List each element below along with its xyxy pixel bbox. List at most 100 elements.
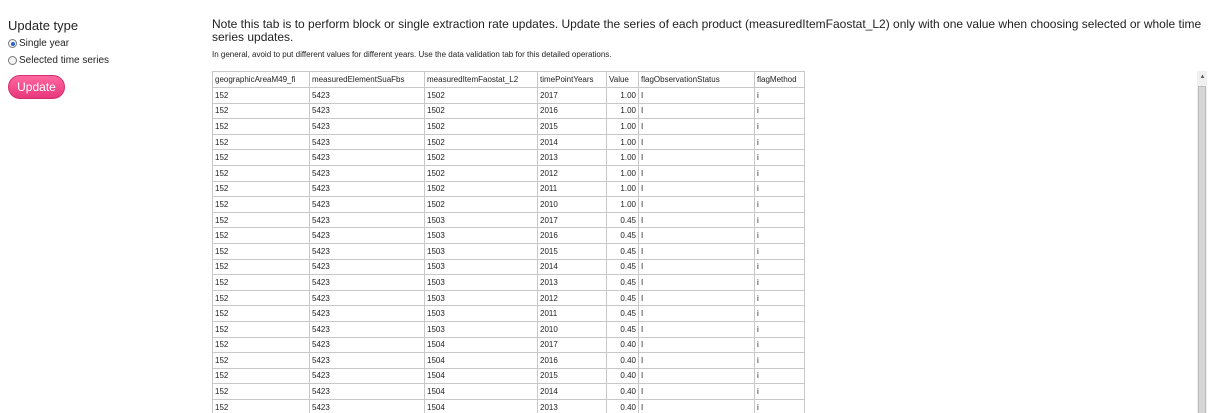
table-cell[interactable]: 1502 bbox=[424, 87, 538, 104]
table-cell[interactable]: 152 bbox=[212, 352, 310, 369]
table-cell[interactable]: 2015 bbox=[537, 367, 607, 385]
table-cell[interactable]: 152 bbox=[212, 398, 310, 413]
column-header[interactable]: Value bbox=[606, 71, 639, 88]
table-cell[interactable]: 5423 bbox=[309, 242, 425, 260]
table-cell[interactable]: I bbox=[638, 102, 755, 120]
table-cell[interactable]: i bbox=[754, 102, 805, 120]
table-cell[interactable]: 1503 bbox=[424, 289, 538, 307]
table-cell[interactable]: 1503 bbox=[424, 242, 538, 260]
table-cell[interactable]: 0.45 bbox=[606, 258, 639, 276]
table-cell[interactable]: 2014 bbox=[537, 383, 607, 400]
table-cell[interactable]: 2012 bbox=[537, 289, 607, 307]
table-cell[interactable]: I bbox=[638, 180, 755, 198]
table-cell[interactable]: 1504 bbox=[424, 336, 538, 354]
table-cell[interactable]: 1504 bbox=[424, 367, 538, 385]
table-cell[interactable]: 5423 bbox=[309, 352, 425, 369]
table-scrollbar[interactable]: ▲ bbox=[1197, 71, 1207, 413]
table-cell[interactable]: 152 bbox=[212, 274, 310, 291]
table-cell[interactable]: 152 bbox=[212, 367, 310, 385]
table-cell[interactable]: i bbox=[754, 305, 805, 322]
table-cell[interactable]: 5423 bbox=[309, 274, 425, 291]
table-cell[interactable]: I bbox=[638, 164, 755, 182]
table-cell[interactable]: 5423 bbox=[309, 149, 425, 166]
table-cell[interactable]: I bbox=[638, 87, 755, 104]
table-cell[interactable]: 1502 bbox=[424, 164, 538, 182]
table-cell[interactable]: 2013 bbox=[537, 149, 607, 166]
table-cell[interactable]: 152 bbox=[212, 258, 310, 276]
table-cell[interactable]: i bbox=[754, 352, 805, 369]
table-cell[interactable]: 1502 bbox=[424, 102, 538, 120]
table-cell[interactable]: I bbox=[638, 133, 755, 151]
table-cell[interactable]: 1502 bbox=[424, 118, 538, 135]
table-cell[interactable]: 1502 bbox=[424, 196, 538, 213]
table-cell[interactable]: 152 bbox=[212, 336, 310, 354]
table-cell[interactable]: I bbox=[638, 383, 755, 400]
table-cell[interactable]: 0.40 bbox=[606, 336, 639, 354]
table-cell[interactable]: 152 bbox=[212, 164, 310, 182]
table-cell[interactable]: I bbox=[638, 305, 755, 322]
update-button[interactable]: Update bbox=[8, 75, 65, 99]
triangle-up-icon[interactable]: ▲ bbox=[1199, 74, 1206, 80]
table-cell[interactable]: 5423 bbox=[309, 180, 425, 198]
table-cell[interactable]: 5423 bbox=[309, 289, 425, 307]
table-cell[interactable]: 5423 bbox=[309, 258, 425, 276]
table-cell[interactable]: i bbox=[754, 398, 805, 413]
table-cell[interactable]: 152 bbox=[212, 289, 310, 307]
table-cell[interactable]: 1503 bbox=[424, 320, 538, 338]
table-cell[interactable]: 5423 bbox=[309, 164, 425, 182]
table-cell[interactable]: 152 bbox=[212, 196, 310, 213]
table-cell[interactable]: 1502 bbox=[424, 149, 538, 166]
table-cell[interactable]: 152 bbox=[212, 118, 310, 135]
table-cell[interactable]: I bbox=[638, 149, 755, 166]
table-cell[interactable]: i bbox=[754, 336, 805, 354]
table-cell[interactable]: 2015 bbox=[537, 118, 607, 135]
table-cell[interactable]: 2017 bbox=[537, 336, 607, 354]
table-cell[interactable]: 0.45 bbox=[606, 289, 639, 307]
table-cell[interactable]: I bbox=[638, 196, 755, 213]
table-cell[interactable]: 0.45 bbox=[606, 227, 639, 244]
table-cell[interactable]: I bbox=[638, 242, 755, 260]
table-cell[interactable]: i bbox=[754, 164, 805, 182]
column-header[interactable]: measuredElementSuaFbs bbox=[309, 71, 425, 88]
column-header[interactable]: geographicAreaM49_fi bbox=[212, 71, 310, 88]
table-cell[interactable]: 5423 bbox=[309, 367, 425, 385]
table-cell[interactable]: 2016 bbox=[537, 102, 607, 120]
table-cell[interactable]: i bbox=[754, 289, 805, 307]
column-header[interactable]: flagMethod bbox=[754, 71, 805, 88]
table-cell[interactable]: 1502 bbox=[424, 180, 538, 198]
table-cell[interactable]: 0.45 bbox=[606, 320, 639, 338]
table-cell[interactable]: I bbox=[638, 211, 755, 229]
table-cell[interactable]: 152 bbox=[212, 305, 310, 322]
table-cell[interactable]: 2010 bbox=[537, 320, 607, 338]
table-cell[interactable]: 1504 bbox=[424, 383, 538, 400]
table-cell[interactable]: 2014 bbox=[537, 133, 607, 151]
table-cell[interactable]: I bbox=[638, 274, 755, 291]
table-cell[interactable]: 1504 bbox=[424, 398, 538, 413]
table-cell[interactable]: 1.00 bbox=[606, 196, 639, 213]
scrollbar-thumb[interactable] bbox=[1198, 86, 1206, 413]
table-cell[interactable]: 2011 bbox=[537, 180, 607, 198]
table-cell[interactable]: 5423 bbox=[309, 87, 425, 104]
table-cell[interactable]: 2017 bbox=[537, 211, 607, 229]
table-cell[interactable]: 1503 bbox=[424, 258, 538, 276]
table-cell[interactable]: I bbox=[638, 227, 755, 244]
table-cell[interactable]: i bbox=[754, 383, 805, 400]
table-cell[interactable]: I bbox=[638, 398, 755, 413]
radio-single-year[interactable]: Single year bbox=[8, 37, 198, 50]
table-cell[interactable]: 0.45 bbox=[606, 274, 639, 291]
radio-selected-time-series[interactable]: Selected time series bbox=[8, 54, 198, 67]
